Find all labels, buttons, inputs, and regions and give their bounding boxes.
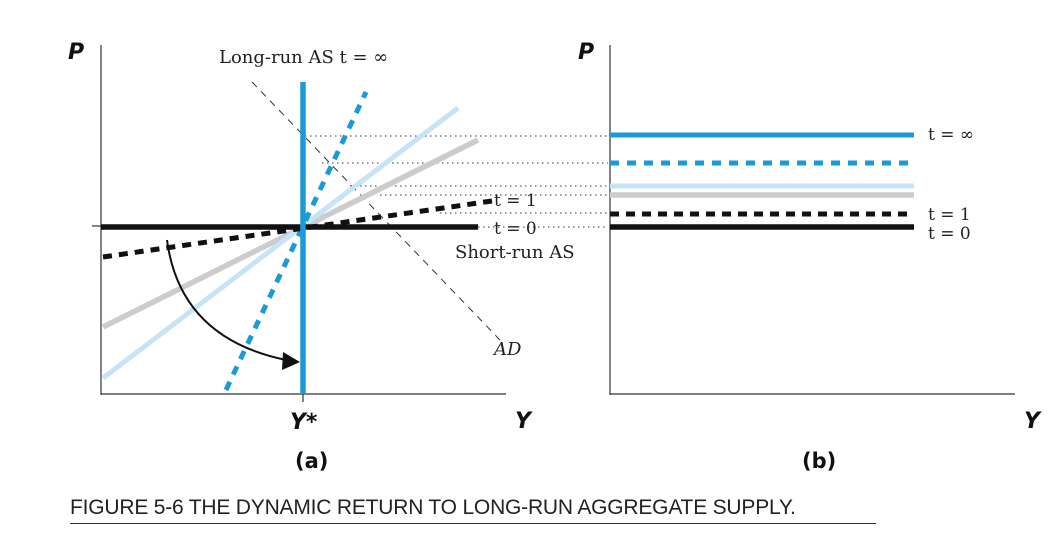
panel-a-x-axis-label: Y [515,409,533,434]
ad-curve [251,81,501,341]
panel-a-label: (a) [295,449,328,473]
t0-label-a: t = 0 [494,219,537,239]
t-inf-label-b: t = ∞ [928,125,974,145]
panel-a: P Y Y* Long-run AS t = ∞ Short-run AS AD… [68,40,608,473]
panel-a-y-axis-label: P [68,40,84,65]
t1-label-a: t = 1 [494,191,537,211]
short-run-as-label: Short-run AS [455,242,575,263]
adjustment-arrow [166,239,287,361]
panel-b-label: (b) [802,449,836,473]
panel-b: P Y t = ∞ t = 1 t = 0 (b) [578,40,1042,473]
guide-lines [305,135,608,228]
y-star-tick-label: Y* [290,410,318,435]
adjustment-arrowhead [282,352,300,370]
ad-label: AD [492,339,522,360]
long-run-as-label: Long-run AS t = ∞ [219,47,388,68]
t0-label-b: t = 0 [928,224,971,244]
as-curve-dashed-blue [223,90,369,392]
panel-b-y-axis-label: P [578,40,594,65]
figure-caption: FIGURE 5-6 THE DYNAMIC RETURN TO LONG-RU… [70,496,876,524]
t1-label-b: t = 1 [928,205,971,225]
as-curve-light-blue [101,106,460,380]
panel-b-x-axis-label: Y [1024,409,1042,434]
